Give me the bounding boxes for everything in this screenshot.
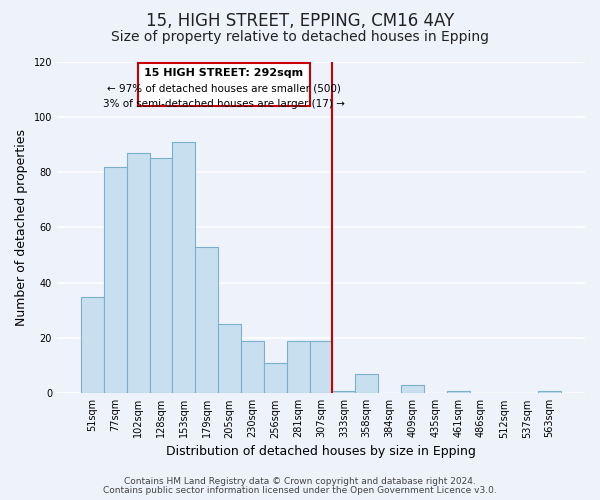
Bar — [401, 385, 424, 394]
Text: 15, HIGH STREET, EPPING, CM16 4AY: 15, HIGH STREET, EPPING, CM16 4AY — [146, 12, 454, 30]
Bar — [310, 341, 332, 394]
Text: Size of property relative to detached houses in Epping: Size of property relative to detached ho… — [111, 30, 489, 44]
Text: ← 97% of detached houses are smaller (500): ← 97% of detached houses are smaller (50… — [107, 84, 341, 94]
Text: Contains public sector information licensed under the Open Government Licence v3: Contains public sector information licen… — [103, 486, 497, 495]
Bar — [538, 390, 561, 394]
Text: 15 HIGH STREET: 292sqm: 15 HIGH STREET: 292sqm — [144, 68, 304, 78]
Bar — [195, 247, 218, 394]
Bar — [218, 324, 241, 394]
FancyBboxPatch shape — [138, 63, 310, 106]
Bar — [446, 390, 470, 394]
Text: Contains HM Land Registry data © Crown copyright and database right 2024.: Contains HM Land Registry data © Crown c… — [124, 477, 476, 486]
Bar — [355, 374, 378, 394]
Bar — [104, 166, 127, 394]
Text: 3% of semi-detached houses are larger (17) →: 3% of semi-detached houses are larger (1… — [103, 99, 345, 109]
X-axis label: Distribution of detached houses by size in Epping: Distribution of detached houses by size … — [166, 444, 476, 458]
Bar — [172, 142, 195, 394]
Bar — [287, 341, 310, 394]
Bar — [127, 153, 149, 394]
Bar — [81, 296, 104, 394]
Bar — [241, 341, 264, 394]
Y-axis label: Number of detached properties: Number of detached properties — [15, 129, 28, 326]
Bar — [149, 158, 172, 394]
Bar — [264, 363, 287, 394]
Bar — [332, 390, 355, 394]
